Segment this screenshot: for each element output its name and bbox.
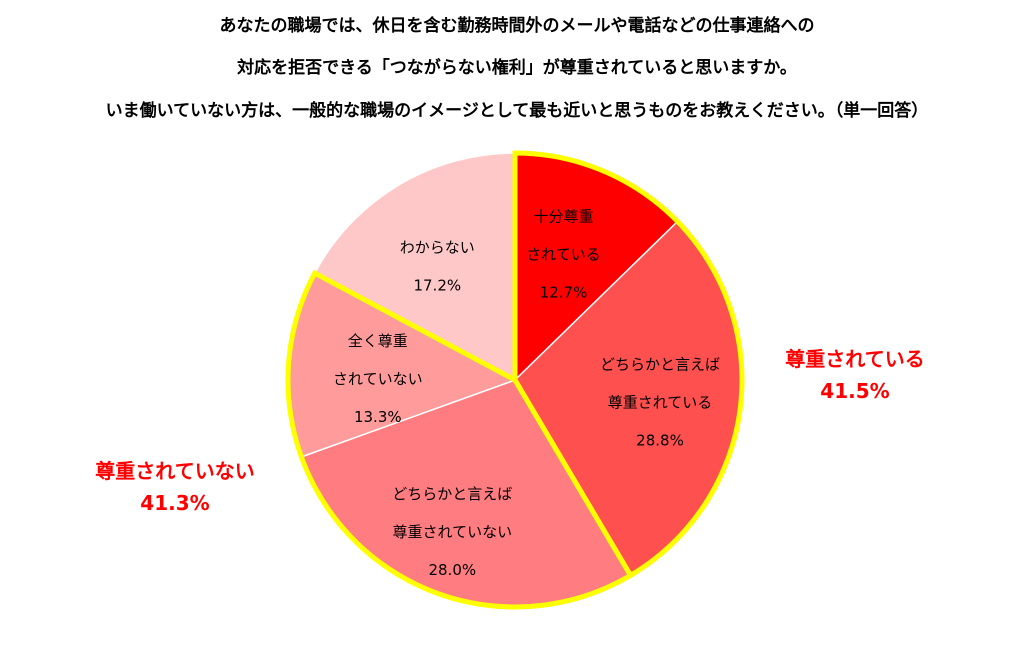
slice-3-label-line-2: 尊重されていない xyxy=(393,523,513,541)
slice-5-label-line-1: わからない xyxy=(400,239,475,257)
chart-title-line-2: 対応を拒否できる「つながらない権利」が尊重されていると思いますか。 xyxy=(237,58,797,78)
slice-2-label-line-1: どちらかと言えば xyxy=(600,355,720,373)
chart-title-line-1: あなたの職場では、休日を含む勤務時間外のメールや電話などの仕事連絡への xyxy=(219,16,815,36)
slice-4-label-line-1: 全く尊重 xyxy=(348,332,408,350)
chart-title-line-3: いま働いていない方は、一般的な職場のイメージとして最も近いと思うものをお教えくだ… xyxy=(105,101,929,121)
group-label-not-respected-value: 41.3% xyxy=(140,491,210,515)
pie-slice-5 xyxy=(313,152,516,382)
group-label-respected: 尊重されている 41.5% xyxy=(745,343,965,407)
slice-2-label-line-2: 尊重されている xyxy=(608,393,713,411)
slice-3-value-label: 28.0% xyxy=(428,561,476,579)
slice-1-label-line-2: されている xyxy=(526,246,601,264)
group-label-respected-value: 41.5% xyxy=(820,379,890,403)
slice-1-label-line-1: 十分尊重 xyxy=(533,208,593,226)
group-label-respected-text: 尊重されている xyxy=(785,347,925,371)
group-outline-respected xyxy=(512,150,745,579)
slice-3-label-line-1: どちらかと言えば xyxy=(392,485,512,503)
slice-4-label-line-2: されていない xyxy=(333,370,423,388)
slice-4-value-label: 13.3% xyxy=(354,408,402,426)
group-label-not-respected: 尊重されていない 41.3% xyxy=(55,455,295,519)
group-label-not-respected-text: 尊重されていない xyxy=(95,459,255,483)
group-outline-not-respected xyxy=(285,269,634,610)
slice-5-value-label: 17.2% xyxy=(413,277,461,295)
slice-1-value-label: 12.7% xyxy=(540,284,588,302)
slice-2-value-label: 28.8% xyxy=(636,431,684,449)
